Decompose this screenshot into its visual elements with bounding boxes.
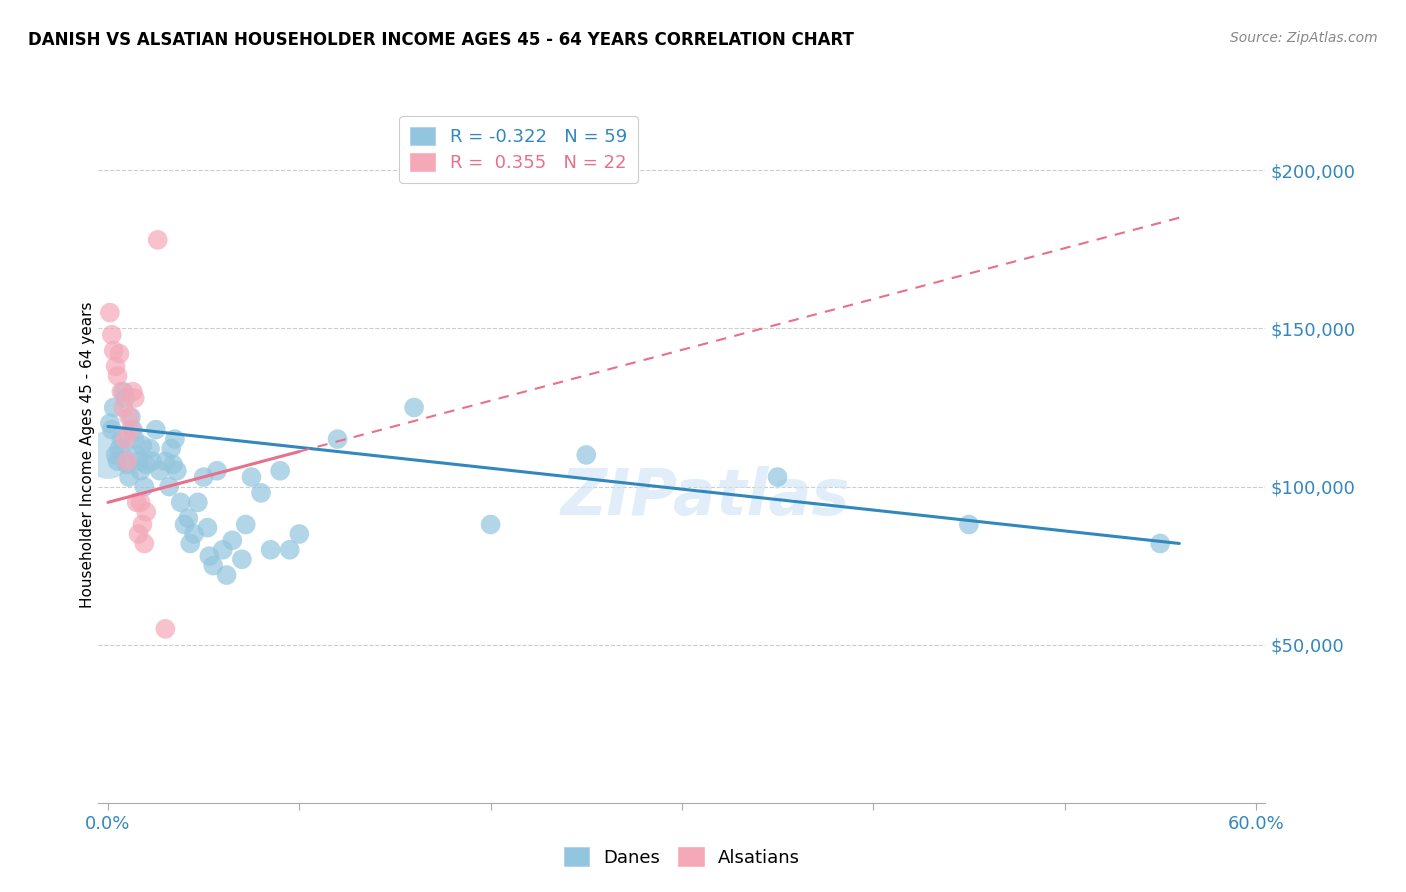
Point <box>202 558 225 573</box>
Point <box>215 568 238 582</box>
Point <box>139 442 162 456</box>
Point <box>170 495 193 509</box>
Point <box>120 423 142 437</box>
Text: DANISH VS ALSATIAN HOUSEHOLDER INCOME AGES 45 - 64 YEARS CORRELATION CHART: DANISH VS ALSATIAN HOUSEHOLDER INCOME AG… <box>28 31 853 49</box>
Point <box>110 432 132 446</box>
Point <box>162 458 184 472</box>
Y-axis label: Householder Income Ages 45 - 64 years: Householder Income Ages 45 - 64 years <box>80 301 94 608</box>
Point <box>129 464 152 478</box>
Point <box>128 527 150 541</box>
Point <box>131 438 153 452</box>
Point <box>134 536 156 550</box>
Point <box>108 347 131 361</box>
Point <box>101 423 124 437</box>
Point <box>957 517 980 532</box>
Point <box>121 384 143 399</box>
Point <box>108 442 131 456</box>
Point <box>221 533 243 548</box>
Point <box>107 368 129 383</box>
Point <box>1149 536 1171 550</box>
Point <box>134 479 156 493</box>
Point <box>124 432 146 446</box>
Point <box>101 327 124 342</box>
Point <box>141 454 163 468</box>
Point <box>163 432 186 446</box>
Point <box>110 384 132 399</box>
Point <box>211 542 233 557</box>
Point <box>124 391 146 405</box>
Point <box>114 391 136 405</box>
Point <box>259 542 281 557</box>
Point <box>766 470 789 484</box>
Point <box>575 448 598 462</box>
Point <box>278 542 301 557</box>
Point <box>155 622 177 636</box>
Point <box>231 552 253 566</box>
Point <box>288 527 311 541</box>
Point <box>173 517 195 532</box>
Point <box>135 458 157 472</box>
Point <box>166 464 188 478</box>
Point <box>114 432 136 446</box>
Point <box>198 549 221 563</box>
Point <box>269 464 291 478</box>
Point <box>118 409 141 424</box>
Point <box>120 409 142 424</box>
Point <box>187 495 209 509</box>
Point <box>103 343 125 358</box>
Point <box>112 401 135 415</box>
Point <box>479 517 502 532</box>
Point <box>155 454 177 468</box>
Point <box>97 448 120 462</box>
Point <box>193 470 215 484</box>
Point <box>205 464 228 478</box>
Point <box>179 536 201 550</box>
Point <box>118 470 141 484</box>
Point <box>146 233 169 247</box>
Point <box>197 521 219 535</box>
Point <box>129 495 152 509</box>
Point <box>115 454 138 468</box>
Point <box>177 511 200 525</box>
Point <box>103 401 125 415</box>
Point <box>135 505 157 519</box>
Point <box>112 384 135 399</box>
Point <box>157 479 180 493</box>
Point <box>183 527 205 541</box>
Point <box>131 517 153 532</box>
Point <box>160 442 183 456</box>
Point <box>121 423 143 437</box>
Text: ZIPatlas: ZIPatlas <box>561 466 851 528</box>
Point <box>104 448 127 462</box>
Point <box>98 305 121 319</box>
Point <box>115 458 138 472</box>
Point <box>240 470 263 484</box>
Point <box>326 432 349 446</box>
Point <box>235 517 257 532</box>
Point <box>250 486 273 500</box>
Legend: Danes, Alsatians: Danes, Alsatians <box>557 840 807 874</box>
Point <box>404 401 426 415</box>
Point <box>104 359 127 374</box>
Point <box>98 417 121 431</box>
Point <box>149 464 172 478</box>
Point <box>128 454 150 468</box>
Point <box>125 448 148 462</box>
Point <box>145 423 167 437</box>
Point <box>125 495 148 509</box>
Text: Source: ZipAtlas.com: Source: ZipAtlas.com <box>1230 31 1378 45</box>
Point <box>107 454 129 468</box>
